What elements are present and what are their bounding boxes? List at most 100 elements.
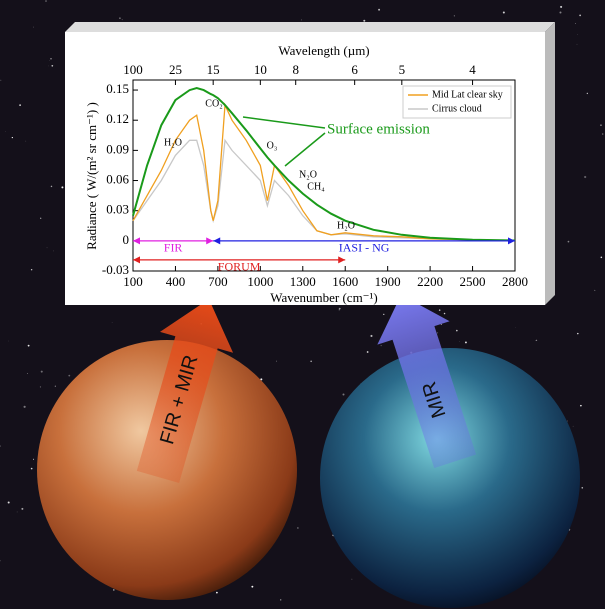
x2-tick-label: 100 xyxy=(123,62,143,77)
star xyxy=(48,65,49,67)
arrow-head xyxy=(133,237,140,245)
star xyxy=(61,186,64,189)
star xyxy=(576,43,578,45)
annotation: O₃ xyxy=(267,140,278,151)
star xyxy=(440,323,442,325)
star xyxy=(535,340,537,341)
x-axis-title: Wavenumber (cm⁻¹) xyxy=(270,290,378,305)
annotation: H₂O xyxy=(337,220,355,231)
x-tick-label: 1300 xyxy=(290,274,316,289)
star xyxy=(260,378,263,381)
x2-tick-label: 4 xyxy=(469,62,476,77)
star xyxy=(437,332,439,334)
star xyxy=(216,591,218,594)
x2-tick-label: 15 xyxy=(207,62,220,77)
x-tick-label: 2500 xyxy=(460,274,486,289)
star xyxy=(53,250,55,252)
legend-label: Mid Lat clear sky xyxy=(432,89,503,100)
pointer xyxy=(284,132,326,167)
legend: Mid Lat clear sky Cirrus cloud xyxy=(402,85,512,119)
legend-label: Cirrus cloud xyxy=(432,103,482,114)
series-line xyxy=(132,86,516,242)
x2-axis-title: Wavelength (µm) xyxy=(278,43,369,58)
range-label: IASI - NG xyxy=(339,241,390,255)
star xyxy=(297,527,299,529)
y-tick-label: 0 xyxy=(123,232,130,247)
x-tick-label: 2200 xyxy=(417,274,443,289)
star xyxy=(338,309,340,311)
x-tick-label: 100 xyxy=(123,274,143,289)
star xyxy=(363,19,366,22)
x-tick-label: 400 xyxy=(166,274,186,289)
star xyxy=(111,322,113,324)
annotation: H₂O xyxy=(164,137,182,148)
star xyxy=(276,360,277,362)
star xyxy=(68,374,71,377)
legend-box xyxy=(402,85,512,119)
y-tick-label: -0.03 xyxy=(102,262,129,277)
star xyxy=(366,351,369,353)
star xyxy=(338,307,341,310)
star xyxy=(378,8,381,11)
x-tick-label: 1000 xyxy=(247,274,273,289)
x-tick-label: 1600 xyxy=(332,274,358,289)
arrow-mir: MIR xyxy=(377,294,477,469)
series-line xyxy=(132,138,516,242)
star xyxy=(21,507,24,510)
star xyxy=(119,17,121,19)
star xyxy=(579,14,582,17)
plot-frame xyxy=(132,79,516,272)
star xyxy=(453,15,455,17)
star xyxy=(370,334,373,338)
star xyxy=(50,58,52,60)
star xyxy=(575,23,577,24)
star xyxy=(580,404,582,407)
star xyxy=(584,175,587,179)
star xyxy=(567,420,568,422)
star xyxy=(7,501,10,504)
star xyxy=(443,312,446,315)
star xyxy=(600,124,602,126)
y-tick-label: 0.03 xyxy=(106,202,129,217)
star xyxy=(46,247,48,249)
star xyxy=(342,393,345,396)
star xyxy=(27,373,28,374)
x-tick-label: 700 xyxy=(208,274,228,289)
star xyxy=(251,585,254,588)
star xyxy=(280,599,282,601)
star xyxy=(0,445,1,447)
chart: Wavelength (µm) Wavenumber (cm⁻¹) Radian… xyxy=(84,43,528,305)
arrow-head xyxy=(213,237,221,245)
arrow-shape xyxy=(136,299,234,483)
x2-tick-label: 8 xyxy=(292,62,299,77)
star xyxy=(600,256,603,259)
star xyxy=(0,79,2,81)
star xyxy=(581,486,584,489)
star xyxy=(560,5,563,8)
panel-top-edge xyxy=(65,22,555,32)
star xyxy=(11,136,13,139)
star xyxy=(502,11,505,14)
x-tick-label: 2800 xyxy=(502,274,528,289)
y-tick-label: 0.15 xyxy=(106,81,129,96)
range-label: FIR xyxy=(164,241,183,255)
globe-right xyxy=(320,348,580,608)
annotation: CO₂ xyxy=(205,98,222,109)
star xyxy=(572,425,574,427)
x2-tick-label: 6 xyxy=(351,62,358,77)
star xyxy=(536,339,538,341)
star xyxy=(50,185,53,188)
star xyxy=(380,344,382,347)
annotation: N₂O xyxy=(299,169,317,180)
y-tick-label: 0.06 xyxy=(106,172,129,187)
star xyxy=(465,341,467,344)
annotation: Surface emission xyxy=(327,121,430,137)
star xyxy=(27,344,30,347)
x-tick-label: 1900 xyxy=(375,274,401,289)
x2-tick-label: 25 xyxy=(169,62,182,77)
star xyxy=(40,217,42,219)
star xyxy=(601,133,604,135)
star xyxy=(16,511,18,513)
x2-tick-label: 10 xyxy=(254,62,267,77)
pointer xyxy=(242,116,326,129)
